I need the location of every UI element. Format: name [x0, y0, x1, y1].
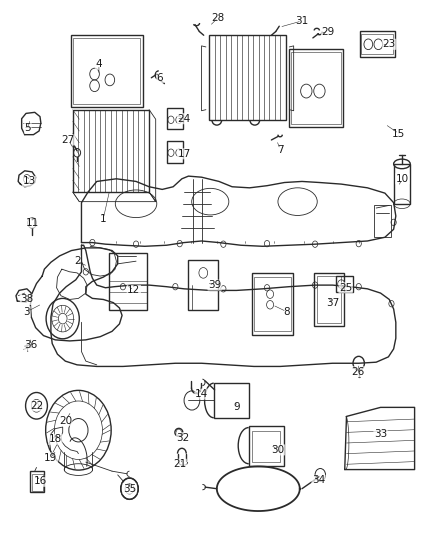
Text: 20: 20	[59, 416, 72, 426]
Text: 38: 38	[20, 294, 34, 304]
Bar	[30, 471, 44, 492]
Text: 34: 34	[312, 475, 325, 485]
Text: 7: 7	[277, 144, 283, 155]
Bar	[214, 383, 249, 418]
Bar	[188, 260, 218, 310]
Text: 35: 35	[123, 484, 136, 494]
Text: 39: 39	[208, 280, 221, 290]
Bar	[209, 35, 286, 120]
Bar	[71, 35, 143, 107]
Bar	[254, 277, 291, 332]
Bar	[361, 34, 393, 54]
Bar	[249, 426, 285, 466]
Text: 8: 8	[283, 306, 290, 317]
Bar	[166, 108, 183, 130]
Text: 16: 16	[33, 477, 46, 486]
Text: 22: 22	[30, 401, 43, 411]
Text: 33: 33	[374, 429, 387, 439]
Text: 6: 6	[157, 73, 163, 83]
Bar	[291, 52, 341, 124]
Text: 36: 36	[24, 340, 37, 350]
Bar	[109, 253, 148, 310]
Bar	[252, 273, 293, 335]
Text: 26: 26	[351, 367, 364, 377]
Text: 27: 27	[62, 135, 75, 145]
Text: 4: 4	[95, 60, 102, 69]
Bar	[32, 474, 42, 491]
Text: 21: 21	[173, 459, 186, 469]
Text: 31: 31	[295, 16, 309, 26]
Text: 10: 10	[396, 174, 409, 184]
Bar	[166, 141, 183, 163]
Text: 17: 17	[177, 149, 191, 159]
Text: 28: 28	[212, 13, 225, 23]
Bar	[336, 276, 353, 292]
Text: 11: 11	[25, 218, 39, 228]
Bar	[73, 110, 149, 192]
Bar	[252, 431, 280, 462]
Text: 13: 13	[22, 176, 36, 187]
Text: 24: 24	[177, 114, 191, 124]
Text: 19: 19	[44, 453, 57, 463]
Text: 30: 30	[272, 445, 285, 455]
Text: 25: 25	[339, 283, 352, 293]
Text: 2: 2	[74, 256, 81, 266]
Text: 18: 18	[49, 434, 62, 445]
Bar	[374, 205, 392, 237]
Bar	[317, 276, 341, 323]
Text: 5: 5	[25, 123, 31, 133]
Bar	[73, 38, 141, 104]
Bar	[289, 49, 343, 127]
Bar	[314, 273, 344, 326]
Text: 9: 9	[233, 402, 240, 413]
Text: 23: 23	[383, 39, 396, 49]
Text: 1: 1	[100, 214, 106, 224]
Text: 32: 32	[177, 433, 190, 443]
Text: 12: 12	[127, 286, 141, 295]
Text: 15: 15	[392, 128, 406, 139]
Text: 29: 29	[321, 27, 335, 37]
Text: 3: 3	[24, 306, 30, 317]
Bar	[360, 31, 395, 56]
Text: 37: 37	[326, 297, 339, 308]
Bar	[394, 164, 410, 204]
Text: 14: 14	[195, 389, 208, 399]
